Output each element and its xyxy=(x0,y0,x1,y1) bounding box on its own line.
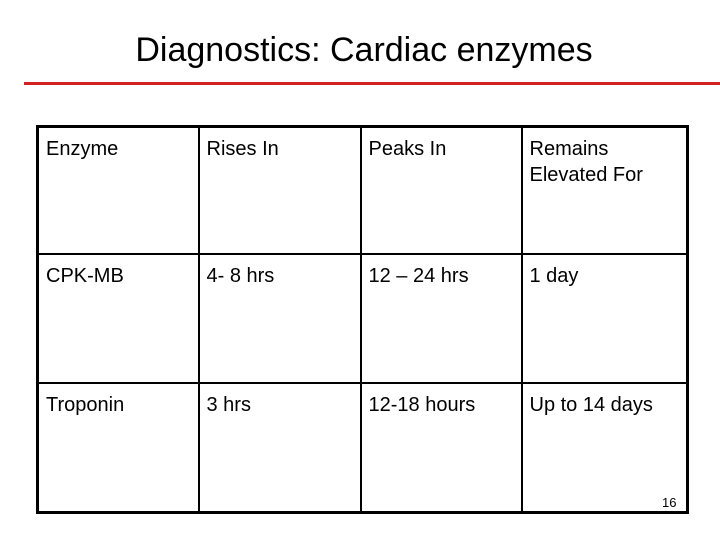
table-row: Troponin 3 hrs 12-18 hours Up to 14 days xyxy=(36,381,689,514)
table-cell: Troponin xyxy=(36,381,200,514)
table-cell: 1 day xyxy=(520,252,689,384)
enzyme-table: Enzyme Rises In Peaks In Remains Elevate… xyxy=(36,125,689,514)
slide-title: Diagnostics: Cardiac enzymes xyxy=(135,31,593,69)
table-header-row: Enzyme Rises In Peaks In Remains Elevate… xyxy=(36,125,689,255)
table-cell: 4- 8 hrs xyxy=(197,252,362,384)
header-cell: Remains Elevated For xyxy=(520,125,689,255)
title-divider xyxy=(24,82,720,85)
table-cell: 3 hrs xyxy=(197,381,362,514)
header-cell: Peaks In xyxy=(359,125,523,255)
table-cell: Up to 14 days xyxy=(520,381,689,514)
table-cell: 12-18 hours xyxy=(359,381,523,514)
header-cell: Enzyme xyxy=(36,125,200,255)
page-number: 16 xyxy=(662,495,677,510)
table-row: CPK-MB 4- 8 hrs 12 – 24 hrs 1 day xyxy=(36,252,689,384)
table-cell: 12 – 24 hrs xyxy=(359,252,523,384)
table-cell: CPK-MB xyxy=(36,252,200,384)
header-cell: Rises In xyxy=(197,125,362,255)
